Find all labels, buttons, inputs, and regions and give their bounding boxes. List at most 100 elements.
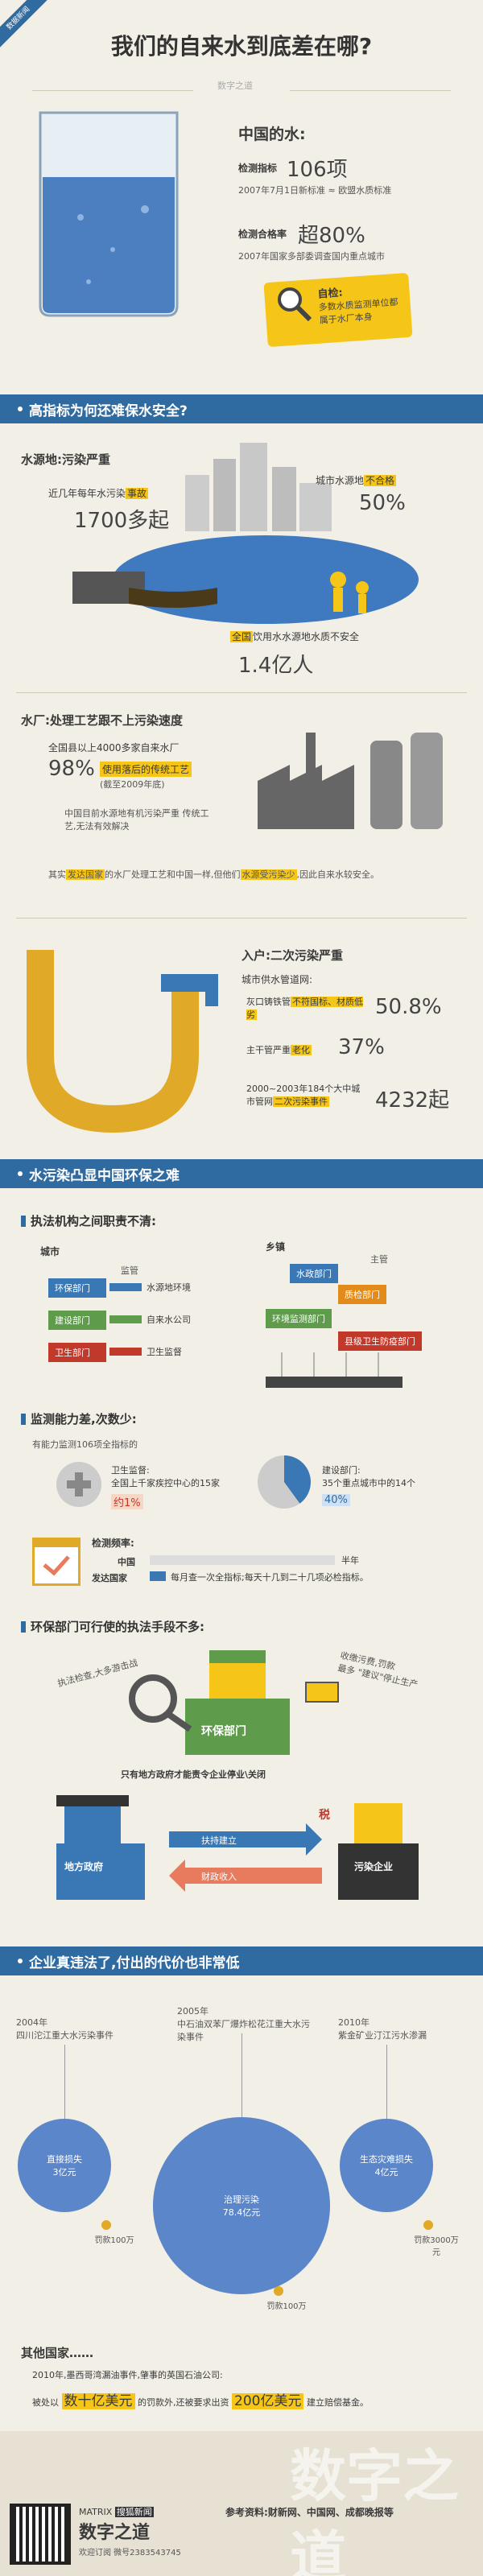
case-fine-dot xyxy=(101,2220,111,2230)
pipe-row3-text: 2000~2003年184个大中城市管网 二次污染事件 xyxy=(246,1084,361,1107)
monitor-intro: 有能力监测106项全指标的 xyxy=(32,1439,138,1450)
section1-title: 高指标为何还难保水安全? xyxy=(29,402,188,419)
footer-follow: 欢迎订阅 微号2383543745 xyxy=(79,2549,181,2557)
cn-label: 中国 xyxy=(118,1557,135,1567)
city-target-2: 卫生监督 xyxy=(147,1347,182,1357)
indicator-note: 2007年7月1日新标准 ≈ 欧盟水质标准 xyxy=(238,185,392,196)
case-fine: 罚款100万 xyxy=(266,2302,307,2311)
town-links xyxy=(281,1352,379,1377)
other-a: 2010年,墨西哥湾漏油事件,肇事的英国石油公司: xyxy=(32,2370,223,2380)
power-note: 只有地方政府才能责令企业停业\关闭 xyxy=(121,1769,266,1780)
case-loss: 4亿元 xyxy=(374,2167,398,2178)
case-loss-circle: 治理污染 78.4亿元 xyxy=(153,2117,330,2294)
dev-label: 发达国家 xyxy=(92,1573,127,1583)
section2-band: 水污染凸显中国环保之难 xyxy=(0,1159,483,1188)
town-manage: 主管 xyxy=(370,1254,388,1265)
city-target-1: 自来水公司 xyxy=(147,1315,191,1325)
power-title: 环保部门可行使的执法手段不多: xyxy=(21,1618,204,1635)
case-header: 2004年 四川沱江重大水污染事件 xyxy=(16,2016,153,2041)
case-loss-circle: 直接损失 3亿元 xyxy=(18,2119,111,2212)
case-name: 中石油双苯厂爆炸松花江重大水污染事件 xyxy=(177,2019,310,2042)
plant-bullet1: 中国目前水源地有机污染严重 传统工艺,无法有效解决 xyxy=(64,808,209,832)
monitor-title: 监测能力差,次数少: xyxy=(21,1410,137,1427)
town-item-0: 水政部门 xyxy=(290,1264,338,1283)
build-value: 40% xyxy=(322,1494,350,1506)
duties-title: 执法机构之间职责不清: xyxy=(21,1212,156,1229)
town-item-1: 质检部门 xyxy=(338,1285,386,1304)
city-target-0: 水源地环境 xyxy=(147,1282,191,1293)
qr-code-icon xyxy=(10,2504,71,2565)
freq-title: 检测频率: xyxy=(92,1538,134,1549)
cn-unit: 半年 xyxy=(341,1555,359,1566)
section3-title: 企业真违法了,付出的代价也非常低 xyxy=(29,1955,240,1971)
case-loss: 3亿元 xyxy=(52,2167,76,2178)
case-name: 四川沱江重大水污染事件 xyxy=(16,2030,114,2041)
city-skyline-illustration xyxy=(185,443,332,531)
case-fine: 罚款3000万元 xyxy=(414,2236,459,2257)
case-fine-dot xyxy=(274,2286,283,2296)
magnifier-icon xyxy=(278,287,312,322)
pipe-row1-text: 灰口铸铁管 不符国标、材质低劣 xyxy=(246,997,363,1020)
city-arrow-0 xyxy=(109,1283,142,1291)
pipe-row2-value: 37% xyxy=(338,1035,385,1059)
gov-polluter-illustration xyxy=(56,1795,419,1900)
health-value: 约1% xyxy=(111,1494,143,1509)
person-label: 环保部门 xyxy=(201,1725,246,1738)
arrow1-label: 扶持建立 xyxy=(201,1835,237,1846)
city-label: 城市 xyxy=(40,1246,60,1257)
section1-band: 高指标为何还难保水安全? xyxy=(0,394,483,423)
pass-value: 超80% xyxy=(298,224,365,248)
page-title: 我们的自来水到底差在哪? xyxy=(110,33,373,60)
case-loss-circle: 生态灾难损失 4亿元 xyxy=(340,2119,433,2212)
indicator-value: 106项 xyxy=(287,158,348,182)
case-year: 2005年 xyxy=(177,2006,208,2017)
case-header: 2005年中石油双苯厂爆炸松花江重大水污染事件 xyxy=(177,2004,314,2043)
env-officer-illustration xyxy=(129,1650,339,1755)
logo-text: 数字之道 xyxy=(217,80,253,91)
case-connector xyxy=(64,2045,65,2119)
source-bottom-value: 1.4亿人 xyxy=(238,654,314,678)
pipe-row1-value: 50.8% xyxy=(375,995,442,1019)
pipe-row3-value: 4232起 xyxy=(375,1088,450,1113)
town-base xyxy=(266,1377,402,1388)
other-title: 其他国家…… xyxy=(21,2346,94,2360)
hospital-icon xyxy=(56,1462,101,1507)
source-left-note: 近几年每年水污染 事故 xyxy=(48,488,149,499)
self-check-text: 多数水质监测单位都属于水厂本身 xyxy=(318,296,398,326)
footer-brand: MATRIX 搜狐新闻 xyxy=(79,2507,154,2517)
plant-title: 水厂:处理工艺跟不上污染速度 xyxy=(21,713,183,728)
build-pie-icon xyxy=(258,1455,311,1509)
city-item-2: 卫生部门 xyxy=(48,1343,106,1362)
local-gov: 地方政府 xyxy=(64,1861,104,1872)
plant-value-note: (截至2009年底) xyxy=(100,779,165,790)
case-label: 直接损失 xyxy=(47,2154,82,2165)
health-a: 卫生监督: xyxy=(111,1465,150,1476)
intro-heading: 中国的水: xyxy=(238,126,306,143)
build-a: 建设部门: xyxy=(322,1465,361,1476)
pass-label: 检测合格率 xyxy=(238,229,287,240)
other-b: 被处以 数十亿美元 的罚款外,还被要求出资 200亿美元 建立赔偿基金。 xyxy=(32,2393,369,2409)
plant-value-hl: 使用落后的传统工艺 xyxy=(100,762,192,777)
water-pipe-illustration xyxy=(27,950,218,1133)
city-supervise: 监管 xyxy=(121,1265,138,1276)
city-item-0: 环保部门 xyxy=(48,1278,106,1298)
source-right-note: 城市水源地 不合格 xyxy=(316,475,397,486)
town-item-3: 县级卫生防疫部门 xyxy=(338,1331,422,1351)
badge-text: 数据新闻 xyxy=(5,5,32,32)
dev-text: 每月查一次全指标;每天十几到二十几项必检指标。 xyxy=(171,1572,369,1583)
footer-watermark: 数字之道 xyxy=(290,2443,459,2576)
source-right-value: 50% xyxy=(359,491,406,515)
calendar-icon xyxy=(32,1538,80,1586)
health-b: 全国上千家疾控中心的15家 xyxy=(111,1478,220,1488)
case-loss: 78.4亿元 xyxy=(222,2207,261,2218)
city-arrow-2 xyxy=(109,1348,142,1356)
case-fine: 罚款100万 xyxy=(94,2236,134,2245)
case-label: 生态灾难损失 xyxy=(360,2154,413,2165)
case-header: 2010年 紫金矿业汀江污水渗漏 xyxy=(338,2016,475,2041)
section3-band: 企业真违法了,付出的代价也非常低 xyxy=(0,1946,483,1975)
section2-title: 水污染凸显中国环保之难 xyxy=(29,1167,180,1184)
case-name: 紫金矿业汀江污水渗漏 xyxy=(338,2030,427,2041)
plant-bullet2: 其实 发达国家 的水厂处理工艺和中国一样,但他们 水源受污染少 ,因此自来水较安全。 xyxy=(48,869,379,880)
town-label: 乡镇 xyxy=(266,1241,286,1253)
